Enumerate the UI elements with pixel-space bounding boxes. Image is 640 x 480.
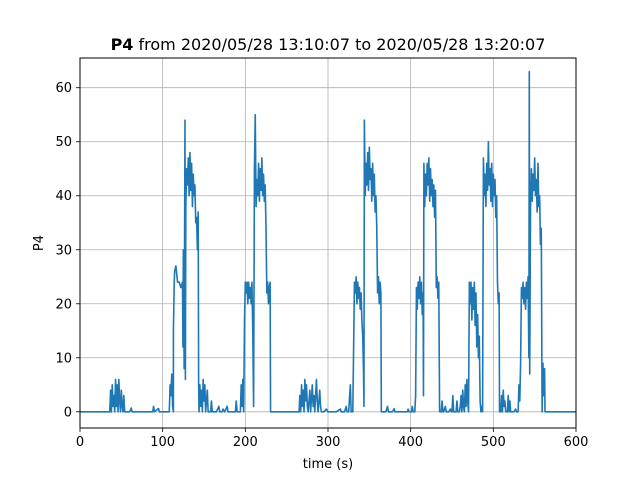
x-tick-label: 500 — [481, 435, 506, 450]
x-axis: 0 100 200 300 400 500 600 — [76, 428, 589, 450]
y-tick-label: 0 — [64, 405, 72, 420]
x-tick-label: 100 — [150, 435, 175, 450]
y-axis: 0 10 20 30 40 50 60 — [55, 81, 80, 420]
y-tick-label: 10 — [55, 351, 72, 366]
y-tick-label: 30 — [55, 243, 72, 258]
y-tick-label: 20 — [55, 297, 72, 312]
chart-title-rest: from 2020/05/28 13:10:07 to 2020/05/28 1… — [133, 35, 545, 54]
y-axis-label: P4 — [32, 235, 47, 251]
x-tick-label: 400 — [398, 435, 423, 450]
grid — [79, 58, 577, 428]
x-tick-label: 200 — [233, 435, 258, 450]
x-tick-label: 600 — [564, 435, 589, 450]
x-axis-label: time (s) — [303, 457, 353, 472]
series-group — [80, 70, 576, 413]
y-tick-label: 50 — [55, 135, 72, 150]
series-line — [80, 70, 576, 413]
y-tick-label: 60 — [55, 81, 72, 96]
chart-title-bold: P4 — [111, 35, 134, 54]
chart-title: P4 from 2020/05/28 13:10:07 to 2020/05/2… — [111, 35, 546, 54]
x-tick-label: 0 — [76, 435, 84, 450]
y-tick-label: 40 — [55, 189, 72, 204]
x-tick-label: 300 — [316, 435, 341, 450]
